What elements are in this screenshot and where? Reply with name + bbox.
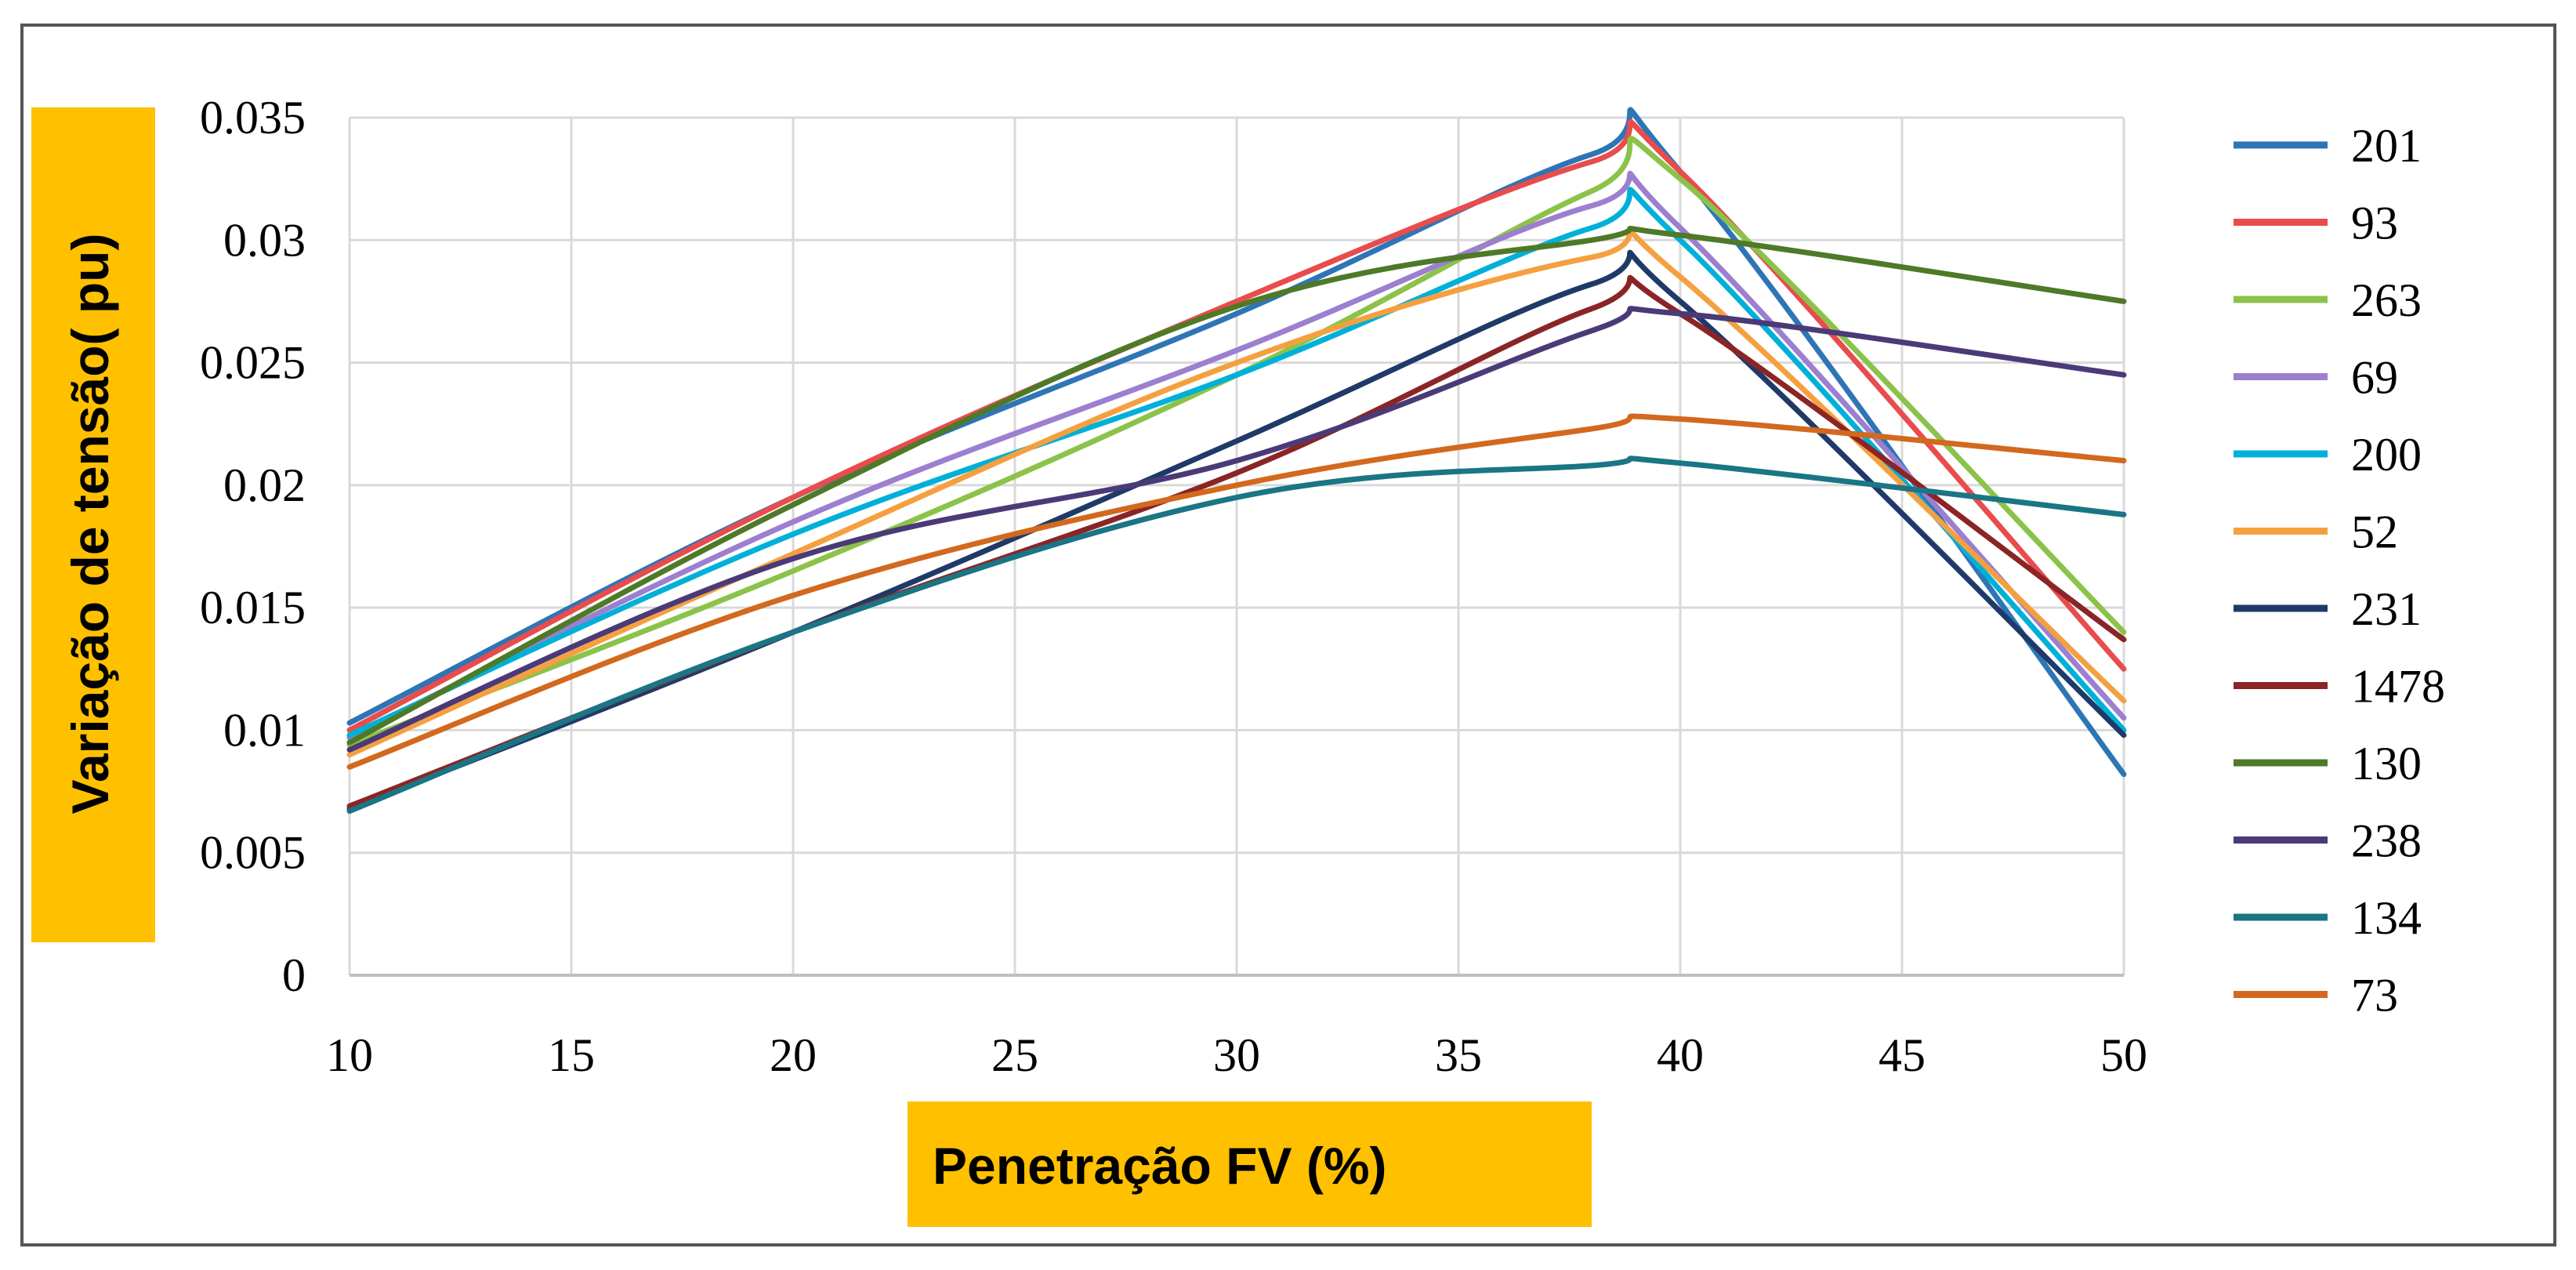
y-tick-label: 0.025 (200, 337, 306, 389)
legend-label: 134 (2351, 892, 2422, 944)
x-tick-label: 10 (326, 1029, 373, 1081)
x-axis-title-highlight (908, 1101, 1592, 1227)
y-tick-label: 0 (282, 949, 306, 1001)
y-axis-title-highlight (31, 107, 155, 942)
legend-label: 93 (2351, 198, 2398, 249)
y-tick-label: 0.01 (223, 704, 306, 756)
y-tick-label: 0.015 (200, 582, 306, 633)
series-line-130 (346, 225, 2127, 746)
x-tick-label: 50 (2100, 1029, 2147, 1081)
x-tick-label: 45 (1879, 1029, 1926, 1081)
legend-label: 231 (2351, 583, 2422, 635)
legend-label: 130 (2351, 738, 2422, 789)
legend-label: 1478 (2351, 661, 2445, 713)
series-line-200 (346, 187, 2127, 738)
y-tick-label: 0.02 (223, 459, 306, 511)
legend: 201 93 263 69 200 52 231 1478 130 238 134 73 (2234, 120, 2445, 1021)
legend-label: 201 (2351, 120, 2422, 172)
x-tick-label: 35 (1435, 1029, 1482, 1081)
x-tick-label: 15 (548, 1029, 595, 1081)
series-line-263 (346, 136, 2127, 748)
chart-frame (20, 24, 2556, 1246)
legend-label: 69 (2351, 352, 2398, 404)
y-tick-label: 0.005 (200, 827, 306, 879)
series-line-93 (346, 119, 2127, 733)
y-axis-title: Variação de tensão( pu) (61, 234, 119, 815)
grid-lines (348, 116, 2125, 977)
legend-label: 200 (2351, 429, 2422, 481)
y-tick-label: 0.035 (200, 92, 306, 143)
x-tick-label: 30 (1213, 1029, 1260, 1081)
series-line-73 (346, 413, 2127, 770)
legend-label: 52 (2351, 506, 2398, 558)
x-tick-label: 40 (1657, 1029, 1704, 1081)
tick-labels: 10 15 20 25 30 35 40 45 50 0 0.005 0.01 0.015 0.02 0.0… (200, 92, 2147, 1081)
series-lines (346, 107, 2127, 815)
legend-label: 238 (2351, 815, 2422, 867)
x-axis-title: Penetração FV (%) (933, 1137, 1387, 1195)
legend-label: 263 (2351, 274, 2422, 326)
series-line-69 (346, 170, 2127, 741)
legend-label: 73 (2351, 970, 2398, 1021)
x-tick-label: 25 (991, 1029, 1038, 1081)
series-line-134 (346, 455, 2127, 815)
x-tick-label: 20 (770, 1029, 817, 1081)
series-line-238 (346, 306, 2127, 753)
y-tick-label: 0.03 (223, 214, 306, 266)
